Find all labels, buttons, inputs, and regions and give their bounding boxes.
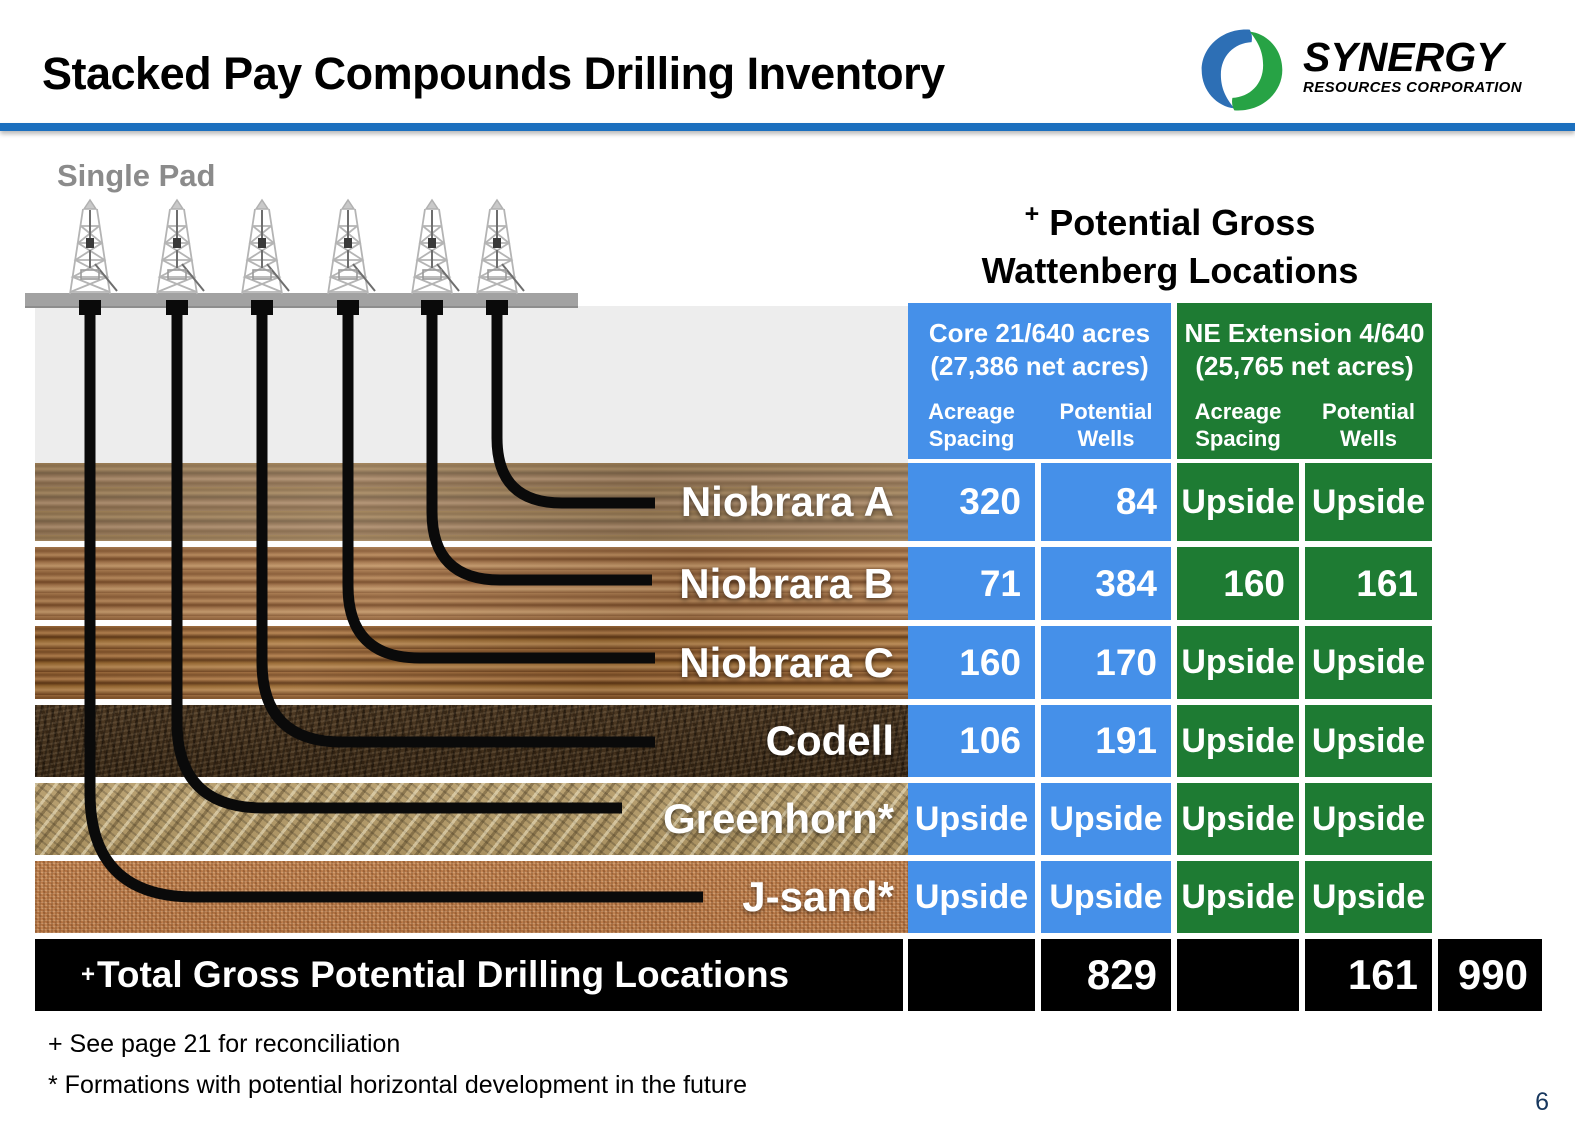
layer-label: Niobrara C (679, 638, 894, 686)
data-grid: 320 84 Upside Upside 71 384 160 161 160 … (908, 463, 1432, 933)
core-group-title-line1: Core 21/640 acres (928, 318, 1151, 348)
table-cell: Upside (1041, 783, 1171, 855)
overburden-area (35, 306, 908, 463)
table-cell: Upside (1177, 463, 1299, 541)
table-cell: 191 (1041, 705, 1171, 777)
layer-codell: Codell (35, 705, 908, 777)
total-ne-wells-cell: 161 (1305, 939, 1432, 1011)
ne-group-title-line2: (25,765 net acres) (1195, 351, 1414, 381)
logo-name: SYNERGY (1303, 34, 1504, 80)
core-group-header: Core 21/640 acres (27,386 net acres) Acr… (908, 303, 1171, 459)
drilling-pad-bar (25, 293, 578, 308)
table-cell: 160 (908, 626, 1035, 699)
total-core-wells-cell: 829 (1041, 939, 1171, 1011)
layer-niobrara-c: Niobrara C (35, 626, 908, 699)
table-cell: 160 (1177, 547, 1299, 620)
table-cell: Upside (1305, 783, 1432, 855)
core-subheaders: Acreage Spacing Potential Wells (908, 398, 1171, 452)
logo-subtitle: RESOURCES CORPORATION (1303, 79, 1522, 96)
footnote-reconciliation: + See page 21 for reconciliation (48, 1030, 401, 1058)
table-cell: Upside (1305, 861, 1432, 933)
logo-text: SYNERGY RESOURCES CORPORATION (1303, 22, 1522, 96)
table-cell: Upside (1177, 705, 1299, 777)
layer-greenhorn: Greenhorn* (35, 783, 908, 855)
table-title-line2: Wattenberg Locations (981, 250, 1359, 291)
table-cell: Upside (1177, 626, 1299, 699)
page-number: 6 (1535, 1088, 1549, 1116)
ne-group-title: NE Extension 4/640 (25,765 net acres) (1177, 317, 1432, 383)
layer-label: Codell (765, 717, 894, 764)
table-title-sup: + (1024, 200, 1040, 228)
table-cell: 161 (1305, 547, 1432, 620)
table-cell: Upside (1041, 861, 1171, 933)
table-cell: 170 (1041, 626, 1171, 699)
table-title: + Potential Gross Wattenberg Locations (935, 190, 1405, 295)
table-cell: Upside (1305, 626, 1432, 699)
total-ne-spacing-cell (1177, 939, 1299, 1011)
ne-group-title-line1: NE Extension 4/640 (1184, 318, 1425, 348)
table-cell: 320 (908, 463, 1035, 541)
layer-label: Greenhorn* (662, 795, 894, 842)
table-cell: Upside (1177, 783, 1299, 855)
core-group-title-line2: (27,386 net acres) (930, 351, 1149, 381)
core-potential-wells-header: Potential Wells (1059, 399, 1153, 451)
total-label-text: Total Gross Potential Drilling Locations (97, 954, 790, 995)
ne-potential-wells-header: Potential Wells (1322, 399, 1415, 451)
single-pad-label: Single Pad (57, 158, 216, 193)
table-cell: 84 (1041, 463, 1171, 541)
ne-acreage-spacing-header: Acreage Spacing (1194, 399, 1282, 451)
synergy-swirl-icon (1201, 29, 1283, 111)
footnote-formations: * Formations with potential horizontal d… (48, 1071, 747, 1099)
total-grand-cell: 990 (1438, 939, 1542, 1011)
total-label-sup: + (81, 961, 96, 988)
title-divider (0, 123, 1575, 131)
layer-niobrara-a: Niobrara A (35, 463, 908, 541)
table-cell: 384 (1041, 547, 1171, 620)
layer-jsand: J-sand* (35, 861, 908, 933)
layer-label: Niobrara A (680, 478, 894, 525)
core-group-title: Core 21/640 acres (27,386 net acres) (908, 317, 1171, 383)
footnotes: + See page 21 for reconciliation * Forma… (48, 1024, 747, 1106)
total-core-spacing-cell (908, 939, 1035, 1011)
core-acreage-spacing-header: Acreage Spacing (928, 399, 1015, 451)
table-cell: Upside (1305, 463, 1432, 541)
table-cell: Upside (1305, 705, 1432, 777)
table-title-line1: Potential Gross (1049, 202, 1316, 243)
table-cell: 106 (908, 705, 1035, 777)
ne-subheaders: Acreage Spacing Potential Wells (1177, 398, 1432, 452)
page-title: Stacked Pay Compounds Drilling Inventory (42, 48, 945, 99)
table-cell: Upside (908, 861, 1035, 933)
total-row-label: + Total Gross Potential Drilling Locatio… (35, 939, 903, 1011)
layer-label: Niobrara B (679, 559, 894, 607)
layer-niobrara-b: Niobrara B (35, 547, 908, 620)
table-cell: Upside (1177, 861, 1299, 933)
company-logo: SYNERGY RESOURCES CORPORATION (1193, 22, 1522, 118)
table-cell: 71 (908, 547, 1035, 620)
layer-label: J-sand* (742, 873, 894, 920)
ne-extension-group-header: NE Extension 4/640 (25,765 net acres) Ac… (1177, 303, 1432, 459)
table-cell: Upside (908, 783, 1035, 855)
